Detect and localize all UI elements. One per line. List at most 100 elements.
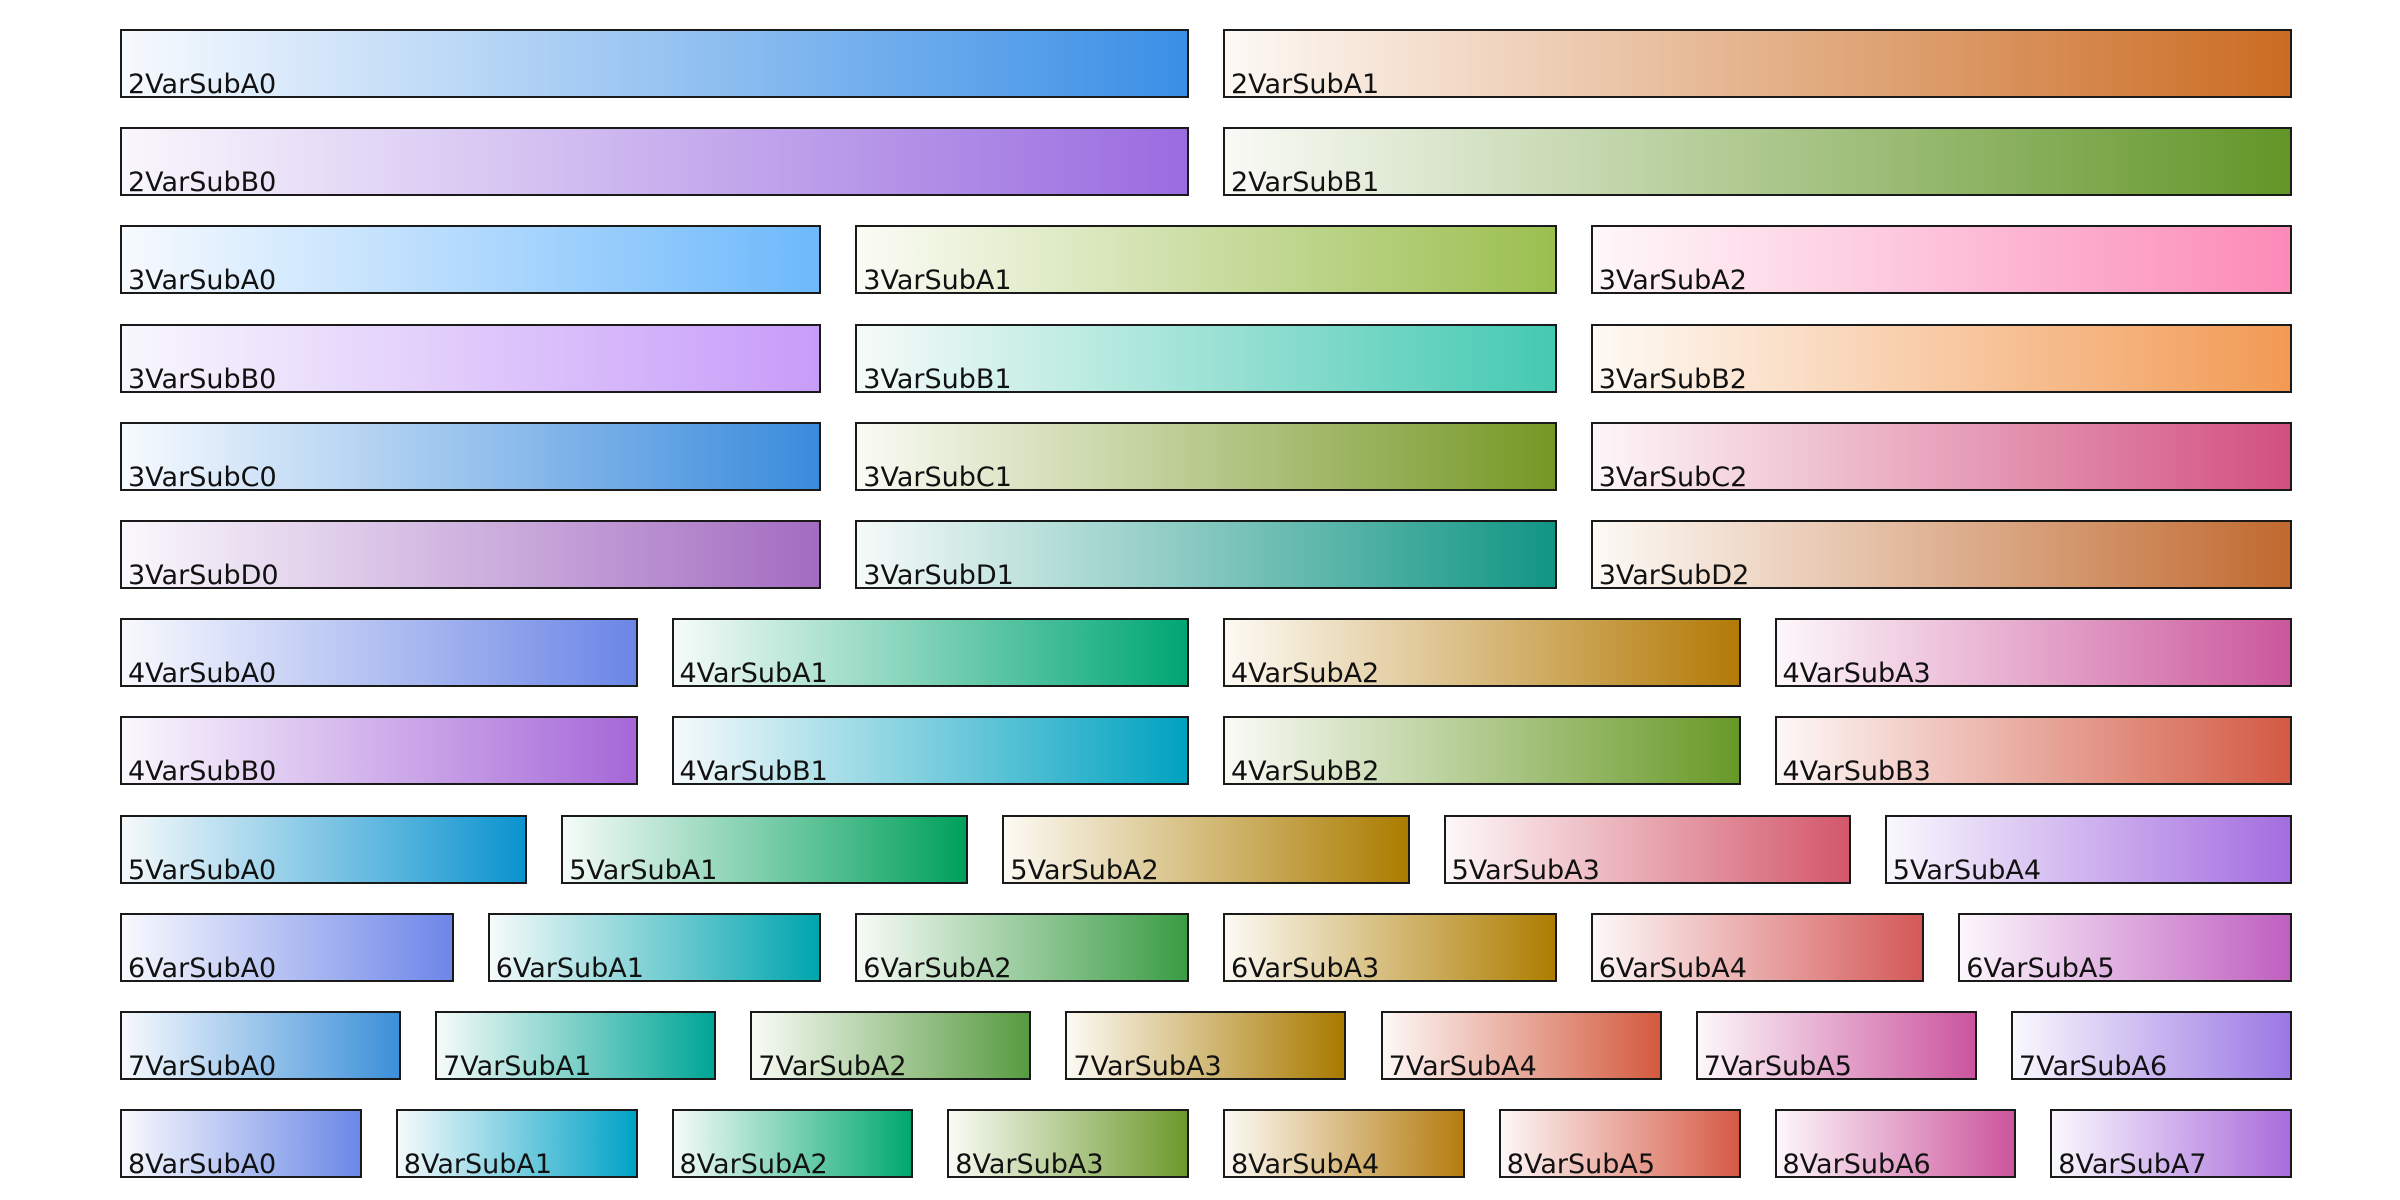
colormap-bar: 7VarSubA5	[1695, 1011, 1977, 1082]
colormap-bar: 4VarSubB3	[1774, 716, 2292, 788]
colormap-label: 8VarSubA5	[1506, 1149, 1656, 1181]
colormap-bar: 8VarSubA1	[395, 1109, 638, 1181]
colormap-bar: 5VarSubA1	[561, 814, 969, 886]
colormap-bar: 7VarSubA1	[435, 1011, 717, 1082]
colormap-label: 3VarSubB0	[128, 363, 277, 395]
colormap-label: 4VarSubA1	[679, 658, 828, 690]
colormap-bar: 3VarSubC0	[120, 421, 822, 493]
colormap-label: 8VarSubA4	[1231, 1149, 1380, 1181]
colormap-bar: 4VarSubB2	[1223, 716, 1741, 788]
colormap-label: 3VarSubA1	[863, 265, 1012, 297]
colormap-label: 6VarSubA1	[495, 952, 644, 984]
colormap-bar: 4VarSubB1	[671, 716, 1189, 788]
colormap-label: 8VarSubA2	[679, 1149, 828, 1181]
colormap-bar: 2VarSubA0	[120, 29, 1189, 98]
colormap-label: 8VarSubA3	[955, 1149, 1104, 1181]
colormap-bar: 4VarSubA1	[671, 618, 1189, 690]
colormap-label: 3VarSubA2	[1598, 265, 1747, 297]
colormap-label: 5VarSubA1	[569, 854, 718, 886]
colormap-label: 3VarSubB2	[1598, 363, 1747, 395]
colormap-bar: 8VarSubA2	[671, 1109, 914, 1181]
colormap-bar: 6VarSubA4	[1590, 912, 1925, 984]
colormap-bar: 6VarSubA0	[120, 912, 454, 984]
colormap-label: 8VarSubA7	[2058, 1149, 2207, 1181]
colormap-label: 8VarSubA6	[1782, 1149, 1931, 1181]
colormap-bar: 8VarSubA5	[1498, 1109, 1741, 1181]
colormap-label: 4VarSubB0	[128, 756, 277, 788]
colormap-bar: 6VarSubA2	[855, 912, 1189, 984]
colormap-label: 3VarSubD2	[1598, 560, 1750, 591]
colormap-label: 6VarSubA0	[128, 952, 277, 984]
colormap-bar: 4VarSubA0	[120, 618, 638, 690]
colormap-bar: 7VarSubA0	[120, 1011, 402, 1082]
colormap-bar: 3VarSubD1	[855, 520, 1557, 591]
colormap-label: 8VarSubA1	[403, 1149, 553, 1181]
colormap-bar: 8VarSubA4	[1223, 1109, 1465, 1181]
colormap-bar: 3VarSubD0	[120, 520, 822, 591]
colormap-bar: 2VarSubA1	[1223, 29, 2292, 98]
colormap-label: 7VarSubA0	[128, 1051, 277, 1082]
colormap-label: 8VarSubA0	[128, 1149, 277, 1181]
colormap-label: 4VarSubB3	[1782, 756, 1931, 788]
colormap-bar: 3VarSubB0	[120, 323, 822, 395]
colormap-label: 2VarSubA1	[1231, 69, 1380, 100]
colormap-bar: 7VarSubA3	[1065, 1011, 1347, 1082]
colormap-bar: 7VarSubA2	[750, 1011, 1032, 1082]
colormap-label: 4VarSubA0	[128, 658, 277, 690]
colormap-label: 5VarSubA3	[1451, 854, 1600, 886]
colormap-label: 6VarSubA3	[1231, 952, 1380, 984]
colormap-bar: 6VarSubA3	[1223, 912, 1557, 984]
colormap-bar: 3VarSubD2	[1590, 520, 2292, 591]
colormap-label: 4VarSubA2	[1231, 658, 1380, 690]
colormap-label: 7VarSubA6	[2018, 1051, 2168, 1082]
colormap-label: 4VarSubB2	[1231, 756, 1380, 788]
colormap-label: 6VarSubA5	[1966, 952, 2115, 984]
colormap-bar: 3VarSubB1	[855, 323, 1557, 395]
colormap-label: 7VarSubA4	[1388, 1051, 1537, 1082]
colormap-bar: 3VarSubB2	[1590, 323, 2292, 395]
colormap-label: 3VarSubD0	[128, 560, 279, 591]
colormap-bar: 3VarSubC2	[1590, 421, 2292, 493]
colormap-label: 3VarSubC0	[128, 461, 277, 493]
colormap-bar: 7VarSubA4	[1380, 1011, 1662, 1082]
colormap-bar: 6VarSubA5	[1958, 912, 2292, 984]
colormap-bar: 8VarSubA6	[1774, 1109, 2017, 1181]
colormap-label: 4VarSubB1	[679, 756, 828, 788]
colormap-bar: 5VarSubA3	[1443, 814, 1851, 886]
colormap-bar: 7VarSubA6	[2010, 1011, 2292, 1082]
colormap-bar: 4VarSubA2	[1223, 618, 1741, 690]
colormap-bar: 4VarSubB0	[120, 716, 638, 788]
colormap-label: 7VarSubA3	[1073, 1051, 1222, 1082]
colormap-label: 6VarSubA2	[863, 952, 1012, 984]
colormap-bar: 2VarSubB1	[1223, 127, 2292, 199]
colormap-bar: 8VarSubA3	[947, 1109, 1190, 1181]
colormap-bar: 3VarSubA2	[1590, 225, 2292, 297]
colormap-bar: 5VarSubA0	[120, 814, 528, 886]
colormap-bar: 8VarSubA0	[120, 1109, 362, 1181]
colormap-label: 5VarSubA0	[128, 854, 277, 886]
colormap-label: 2VarSubB1	[1231, 167, 1380, 199]
colormap-label: 7VarSubA1	[443, 1051, 592, 1082]
colormap-bar: 5VarSubA4	[1884, 814, 2292, 886]
colormap-label: 2VarSubA0	[128, 69, 277, 100]
colormap-label: 3VarSubB1	[863, 363, 1012, 395]
colormap-label: 3VarSubC2	[1598, 461, 1748, 493]
colormap-label: 7VarSubA2	[758, 1051, 907, 1082]
colormap-bar: 3VarSubA1	[855, 225, 1557, 297]
colormap-label: 5VarSubA4	[1892, 854, 2042, 886]
colormap-bar: 8VarSubA7	[2050, 1109, 2293, 1181]
colormap-label: 3VarSubA0	[128, 265, 277, 297]
colormap-bar: 2VarSubB0	[120, 127, 1189, 199]
colormap-label: 2VarSubB0	[128, 167, 277, 199]
colormap-bar: 6VarSubA1	[487, 912, 822, 984]
colormap-bar: 4VarSubA3	[1774, 618, 2292, 690]
colormap-bar: 5VarSubA2	[1002, 814, 1410, 886]
colormap-bar: 3VarSubA0	[120, 225, 822, 297]
colormap-label: 3VarSubD1	[863, 560, 1014, 591]
colormap-label: 5VarSubA2	[1010, 854, 1159, 886]
colormap-label: 4VarSubA3	[1782, 658, 1931, 690]
colormap-bar: 3VarSubC1	[855, 421, 1557, 491]
colormap-label: 6VarSubA4	[1598, 952, 1747, 984]
colormap-label: 7VarSubA5	[1703, 1051, 1852, 1082]
